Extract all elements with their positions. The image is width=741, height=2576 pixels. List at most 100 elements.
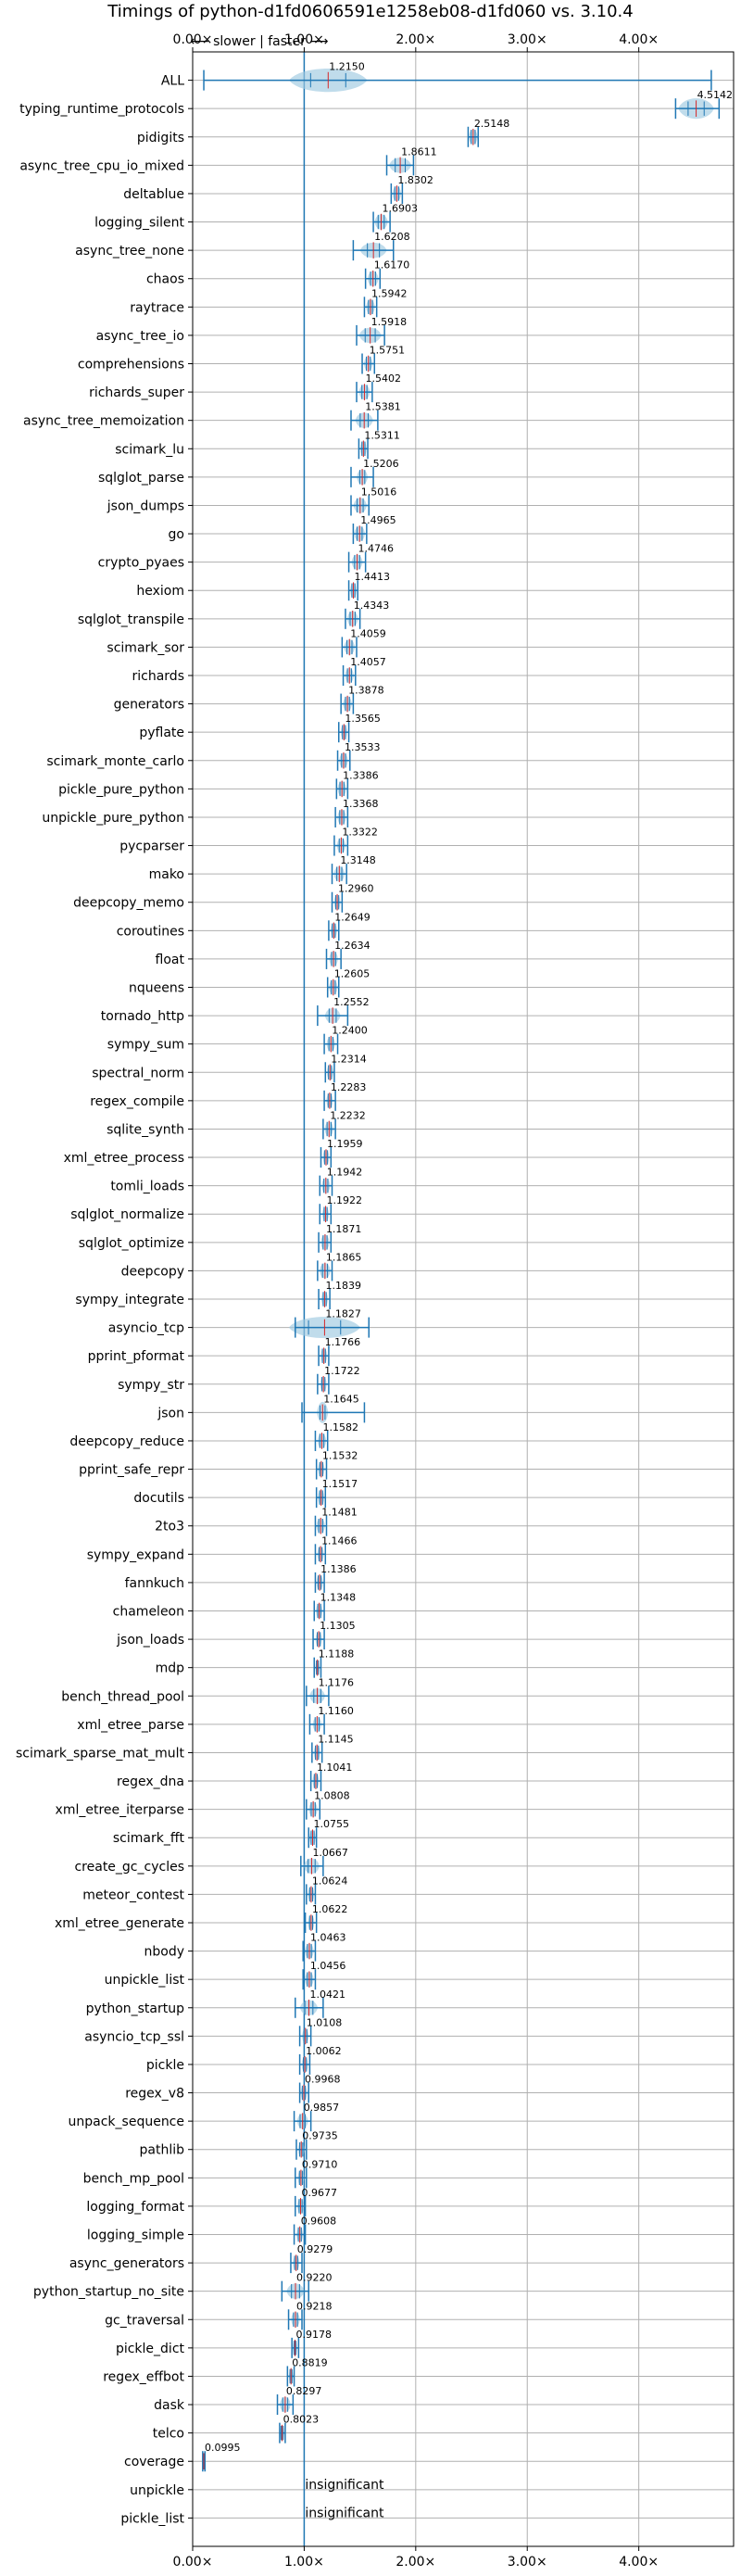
value-label: 1.1645: [323, 1393, 359, 1405]
value-label: 1.1766: [325, 1336, 361, 1348]
value-label: 1.1959: [327, 1138, 363, 1150]
benchmark-label: scimark_fft: [113, 1831, 185, 1846]
benchmark-label: scimark_lu: [115, 442, 184, 457]
value-label: 1.2649: [334, 911, 370, 923]
benchmark-label: async_tree_io: [96, 329, 184, 344]
value-label: 1.1532: [322, 1450, 358, 1462]
value-label: 1.2283: [331, 1081, 367, 1093]
benchmark-label: go: [169, 527, 184, 542]
benchmark-label: richards: [132, 669, 185, 684]
benchmark-label: regex_dna: [117, 1774, 184, 1789]
value-label: 0.9710: [302, 2158, 338, 2170]
value-label: 1.1386: [320, 1563, 357, 1575]
value-label: 1.5402: [365, 373, 401, 385]
benchmark-label: crypto_pyaes: [98, 556, 184, 571]
insignificant-label: insignificant: [305, 2506, 384, 2520]
benchmark-label: pathlib: [140, 2143, 185, 2158]
value-label: 1.1922: [327, 1194, 363, 1206]
value-label: 1.8611: [401, 145, 437, 158]
benchmark-label: xml_etree_process: [64, 1151, 184, 1166]
value-label: 1.3368: [343, 798, 379, 810]
value-label: 1.3322: [342, 827, 378, 839]
value-label: 1.3878: [348, 685, 384, 697]
value-label: 0.9857: [304, 2102, 340, 2114]
benchmark-label: xml_etree_iterparse: [56, 1803, 184, 1818]
benchmark-label: docutils: [133, 1491, 184, 1506]
benchmark-label: create_gc_cycles: [74, 1860, 184, 1875]
benchmark-label: unpack_sequence: [69, 2115, 184, 2129]
value-label: 1.2552: [333, 996, 370, 1008]
value-label: 1.1305: [320, 1620, 356, 1632]
benchmark-label: fannkuch: [125, 1576, 184, 1591]
value-label: 1.0463: [310, 1932, 346, 1944]
value-label: 1.1041: [317, 1762, 353, 1774]
benchmark-label: async_tree_memoization: [23, 414, 184, 429]
benchmark-label: xml_etree_generate: [55, 1916, 184, 1931]
value-label: 1.1481: [321, 1507, 358, 1519]
benchmark-label: coverage: [124, 2455, 184, 2469]
benchmark-label: ALL: [161, 74, 184, 89]
benchmark-label: coroutines: [117, 924, 184, 939]
benchmark-label: sympy_expand: [87, 1547, 184, 1562]
value-label: 1.1160: [318, 1705, 354, 1717]
benchmark-label: hexiom: [136, 584, 184, 599]
value-label: 1.0108: [307, 2016, 343, 2028]
benchmark-label: sqlglot_normalize: [70, 1207, 184, 1222]
benchmark-label: regex_v8: [125, 2087, 184, 2102]
value-label: 2.5148: [474, 118, 509, 130]
benchmark-label: nbody: [144, 1945, 185, 1960]
value-label: 1.0421: [309, 1989, 345, 2001]
benchmark-label: json: [157, 1406, 184, 1421]
value-label: 1.5942: [371, 287, 408, 299]
value-label: 0.9735: [302, 2130, 338, 2142]
value-label: 1.5206: [363, 458, 399, 470]
value-label: 1.6208: [374, 231, 410, 243]
insignificant-label: insignificant: [305, 2478, 384, 2493]
value-label: 0.9279: [297, 2243, 333, 2255]
value-label: 0.9968: [305, 2074, 341, 2086]
benchmark-label: chaos: [146, 272, 184, 287]
benchmark-label: typing_runtime_protocols: [19, 102, 184, 117]
value-label: 1.1722: [324, 1365, 360, 1377]
benchmark-label: xml_etree_parse: [77, 1718, 184, 1733]
value-label: 0.8023: [283, 2414, 320, 2426]
benchmark-label: deepcopy_memo: [73, 896, 184, 911]
value-label: 1.1942: [327, 1167, 363, 1179]
value-label: 1.4965: [360, 514, 396, 526]
value-label: 1.1839: [326, 1280, 362, 1292]
benchmark-label: pprint_pformat: [88, 1349, 185, 1364]
benchmark-label: sqlglot_optimize: [79, 1236, 184, 1251]
value-label: 1.5381: [365, 401, 401, 413]
benchmark-label: json_dumps: [107, 499, 184, 513]
benchmark-label: deepcopy_reduce: [69, 1434, 184, 1449]
value-label: 1.3565: [345, 713, 381, 725]
value-label: 1.1827: [325, 1308, 361, 1320]
benchmark-label: regex_compile: [90, 1094, 184, 1109]
value-label: 1.1145: [318, 1733, 354, 1745]
benchmark-label: chameleon: [113, 1605, 184, 1620]
benchmark-label: async_generators: [69, 2256, 184, 2271]
labels: 1.2150 4.5142 2.5148 1.8611 1.8302 1.6903 1.62…: [205, 61, 733, 2521]
benchmark-label: nqueens: [129, 981, 184, 996]
value-label: 1.1582: [322, 1421, 358, 1433]
value-label: 1.0622: [312, 1903, 348, 1915]
benchmark-label: bench_mp_pool: [83, 2171, 184, 2186]
value-label: 1.4343: [354, 600, 390, 612]
benchmark-label: logging_simple: [87, 2229, 184, 2243]
benchmark-label: python_startup_no_site: [33, 2285, 184, 2300]
value-label: 1.1348: [320, 1591, 357, 1603]
value-label: 0.9677: [302, 2187, 338, 2199]
benchmark-label: pickle_list: [120, 2511, 184, 2526]
value-label: 1.0062: [306, 2045, 342, 2057]
value-label: 1.5016: [361, 486, 397, 498]
benchmark-label: logging_format: [86, 2200, 184, 2215]
value-label: 0.8819: [292, 2356, 328, 2368]
benchmark-label: float: [156, 953, 185, 967]
value-label: 1.0755: [314, 1818, 350, 1830]
benchmark-label: meteor_contest: [82, 1888, 184, 1902]
benchmark-label: generators: [114, 698, 184, 713]
value-label: 1.2314: [331, 1053, 367, 1065]
value-label: 1.1188: [319, 1648, 355, 1661]
value-label: 1.3148: [340, 854, 376, 866]
value-label: 1.1466: [321, 1534, 358, 1547]
